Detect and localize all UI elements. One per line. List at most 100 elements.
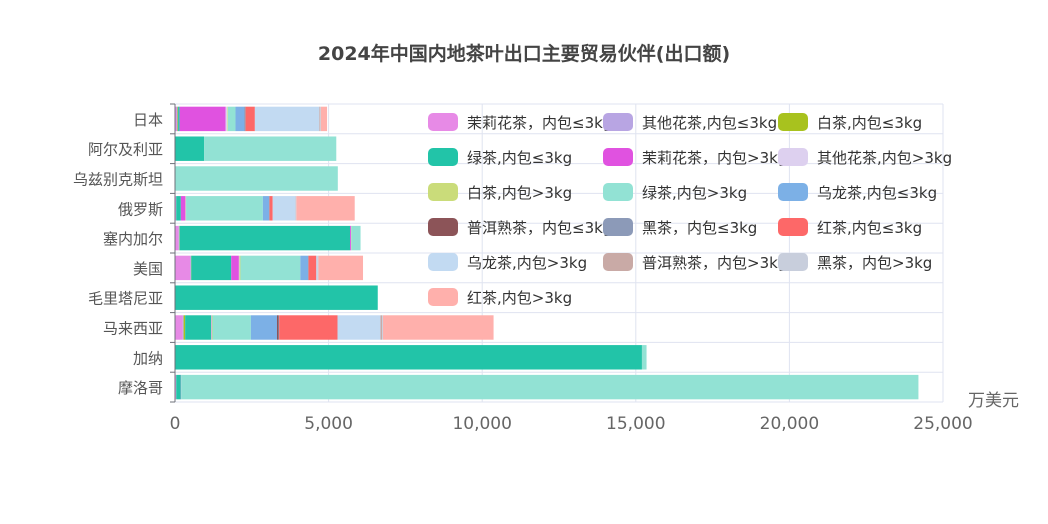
bar-segment[interactable] — [175, 225, 179, 251]
bar-segment[interactable] — [238, 255, 240, 281]
bar-segment[interactable] — [269, 196, 273, 221]
legend-item[interactable]: 其他花茶,内包≤3kg — [603, 113, 777, 132]
x-tick-label: 5,000 — [304, 414, 353, 434]
legend-item[interactable]: 茉莉花茶，内包≤3kg — [428, 113, 612, 132]
bar-segment[interactable] — [183, 315, 186, 340]
bar-segment[interactable] — [175, 255, 191, 281]
bar-segment[interactable] — [320, 106, 328, 132]
bar-segment[interactable] — [316, 255, 318, 281]
bar-segment[interactable] — [179, 106, 226, 132]
bar-segment[interactable] — [382, 315, 383, 340]
bar-segment[interactable] — [178, 225, 180, 251]
legend-item[interactable]: 普洱熟茶，内包>3kg — [603, 253, 787, 272]
bar-segment[interactable] — [244, 106, 246, 132]
x-tick-label: 0 — [170, 414, 181, 434]
legend-swatch — [603, 113, 633, 131]
bar-segment[interactable] — [175, 285, 378, 310]
y-tick-label: 美国 — [133, 260, 163, 278]
legend-item[interactable]: 白茶,内包>3kg — [428, 183, 572, 202]
x-tick-label: 10,000 — [452, 414, 511, 434]
bar-segment[interactable] — [177, 106, 179, 132]
bar-segment[interactable] — [235, 106, 245, 132]
bar-segment[interactable] — [175, 345, 642, 370]
legend-item[interactable]: 茉莉花茶，内包>3kg — [603, 148, 787, 167]
legend-label: 茉莉花茶，内包≤3kg — [467, 114, 612, 132]
bar-segment[interactable] — [225, 106, 228, 132]
bar-segment[interactable] — [181, 374, 919, 400]
bar-segment[interactable] — [178, 106, 180, 132]
bar-segment[interactable] — [276, 315, 279, 340]
bar-segment[interactable] — [308, 255, 317, 281]
bar-segment[interactable] — [351, 225, 361, 251]
bar-segment[interactable] — [319, 106, 321, 132]
bar-layer — [175, 106, 919, 400]
bar-segment[interactable] — [254, 106, 320, 132]
bar-segment[interactable] — [279, 315, 338, 340]
bar-segment[interactable] — [318, 255, 364, 281]
bar-segment[interactable] — [175, 315, 183, 340]
legend-item[interactable]: 红茶,内包≤3kg — [778, 218, 922, 237]
bar-segment[interactable] — [240, 255, 301, 281]
legend-swatch — [428, 148, 458, 166]
bar-segment[interactable] — [239, 255, 241, 281]
legend-item[interactable]: 黑茶，内包>3kg — [778, 253, 932, 272]
bar-segment[interactable] — [176, 196, 181, 221]
legend-label: 白茶,内包≤3kg — [817, 114, 922, 132]
bar-segment[interactable] — [182, 315, 184, 340]
legend-item[interactable]: 乌龙茶,内包≤3kg — [778, 183, 937, 202]
bar-segment[interactable] — [227, 106, 236, 132]
legend-item[interactable]: 绿茶,内包>3kg — [603, 183, 747, 202]
y-tick-label: 日本 — [133, 111, 163, 129]
bar-segment[interactable] — [212, 315, 251, 340]
bar-segment[interactable] — [176, 106, 178, 132]
bar-segment[interactable] — [278, 315, 280, 340]
y-tick-label: 俄罗斯 — [118, 200, 163, 218]
bar-segment[interactable] — [300, 255, 309, 281]
bar-segment[interactable] — [262, 196, 270, 221]
bar-segment[interactable] — [250, 315, 277, 340]
bar-segment[interactable] — [179, 225, 351, 251]
legend-item[interactable]: 白茶,内包≤3kg — [778, 113, 922, 132]
bar-segment[interactable] — [175, 136, 205, 161]
bar-segment[interactable] — [272, 196, 296, 221]
bar-segment[interactable] — [190, 255, 191, 281]
legend-item[interactable]: 绿茶,内包≤3kg — [428, 148, 572, 167]
legend-swatch — [778, 183, 808, 201]
legend-swatch — [428, 183, 458, 201]
bar-segment[interactable] — [320, 106, 321, 132]
bar-segment[interactable] — [245, 106, 255, 132]
x-tick-label: 25,000 — [913, 414, 972, 434]
legend-item[interactable]: 红茶,内包>3kg — [428, 288, 572, 307]
y-tick-label: 塞内加尔 — [103, 230, 163, 248]
bar-segment[interactable] — [380, 315, 383, 340]
bar-segment[interactable] — [185, 315, 212, 340]
legend-label: 红茶,内包≤3kg — [817, 219, 922, 237]
bar-segment[interactable] — [176, 374, 181, 400]
bar-segment[interactable] — [337, 315, 381, 340]
bar-segment[interactable] — [175, 106, 177, 132]
legend-swatch — [428, 288, 458, 306]
bar-segment[interactable] — [350, 225, 352, 251]
chart-title: 2024年中国内地茶叶出口主要贸易伙伴(出口额) — [318, 42, 730, 65]
bar-segment[interactable] — [296, 196, 355, 221]
bar-segment[interactable] — [175, 166, 338, 191]
bar-segment[interactable] — [382, 315, 494, 340]
bar-segment[interactable] — [227, 106, 228, 132]
legend: 茉莉花茶，内包≤3kg 其他花茶,内包≤3kg 白茶,内包≤3kg 绿茶,内包≤3kg… — [428, 113, 952, 307]
legend-label: 绿茶,内包≤3kg — [467, 149, 572, 167]
legend-item[interactable]: 其他花茶,内包>3kg — [778, 148, 952, 167]
bar-segment[interactable] — [180, 196, 186, 221]
bar-segment[interactable] — [231, 255, 239, 281]
legend-item[interactable]: 黑茶，内包≤3kg — [603, 218, 757, 237]
legend-swatch — [778, 113, 808, 131]
bar-segment[interactable] — [204, 136, 337, 161]
legend-label: 白茶,内包>3kg — [467, 184, 572, 202]
bar-segment[interactable] — [211, 315, 213, 340]
legend-swatch — [603, 218, 633, 236]
bar-segment[interactable] — [641, 345, 647, 370]
legend-item[interactable]: 普洱熟茶，内包≤3kg — [428, 218, 612, 237]
legend-label: 乌龙茶,内包>3kg — [467, 254, 587, 272]
legend-item[interactable]: 乌龙茶,内包>3kg — [428, 253, 587, 272]
bar-segment[interactable] — [191, 255, 232, 281]
bar-segment[interactable] — [186, 196, 263, 221]
